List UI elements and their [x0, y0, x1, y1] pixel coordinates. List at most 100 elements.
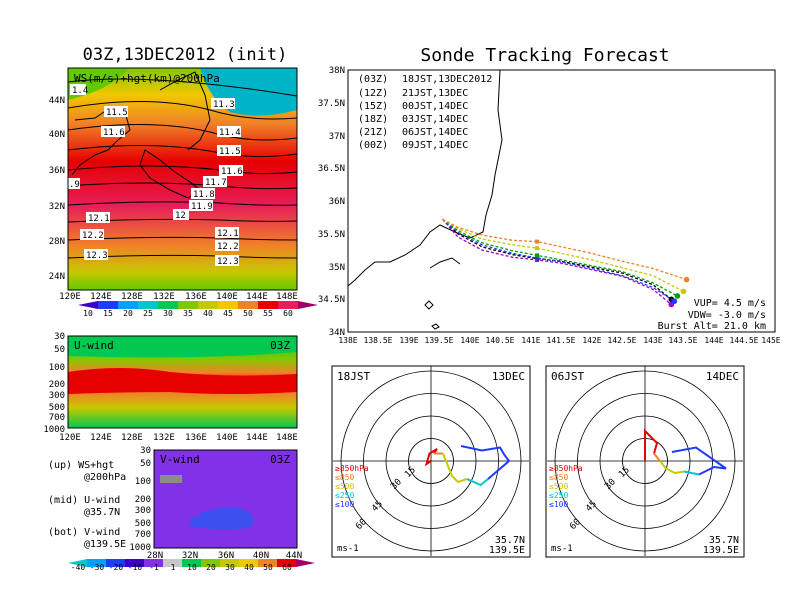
upper-map: 1.4 11.3 11.5 11.4 11.6 11.5 11.6 11.7 .…	[49, 67, 298, 302]
lat-label: 35N	[329, 263, 345, 273]
lon-label: 139.5E	[425, 336, 454, 345]
pressure-label: 50	[54, 345, 65, 355]
launch-utc: (03Z)	[358, 74, 388, 85]
hodograph-lat: 35.7N	[495, 535, 525, 546]
colorbar-tick: 15	[103, 309, 113, 318]
launch-utc: (15Z)	[358, 101, 388, 112]
pressure-label: 30	[54, 332, 65, 342]
contour-label: .9	[69, 180, 80, 190]
lat-label: 32N	[182, 551, 198, 561]
note-line: @35.7N	[84, 507, 120, 518]
lon-label: 141E	[521, 336, 540, 345]
landing-point	[683, 276, 690, 283]
note-line: (up) WS+hgt	[48, 460, 114, 471]
lon-label: 140E	[460, 336, 479, 345]
lon-label: 148E	[276, 433, 298, 443]
right-title: Sonde Tracking Forecast	[420, 45, 669, 66]
hodograph-segment	[653, 452, 661, 462]
colorbar-swatch	[258, 559, 277, 567]
contour-label: 12.2	[82, 231, 104, 241]
colorbar-tick: 55	[263, 309, 273, 318]
lat-label: 36N	[218, 551, 234, 561]
hodograph-segment	[424, 448, 438, 467]
hodograph-segment	[671, 446, 727, 476]
burst-point	[535, 246, 540, 251]
lat-label: 44N	[49, 96, 65, 106]
hodograph-time: 18JST	[337, 370, 370, 383]
launch-utc: (18Z)	[358, 114, 388, 125]
hodograph-date: 13DEC	[492, 370, 525, 383]
v-wind-label: V-wind	[160, 453, 200, 466]
contour-label: 11.9	[191, 202, 213, 212]
colorbar-swatch	[68, 559, 87, 567]
hodograph-segment	[659, 460, 685, 475]
upper-map-frame	[67, 67, 298, 291]
colorbar-tick: 25	[143, 309, 153, 318]
note-line: (mid) U-wind	[48, 495, 120, 506]
lon-label: 144E	[704, 336, 723, 345]
hodograph-segment	[644, 428, 659, 461]
lat-label: 37.5N	[318, 99, 345, 109]
lat-label: 38N	[329, 66, 345, 76]
height-contours	[67, 78, 298, 259]
lat-label: 24N	[49, 272, 65, 282]
colorbar-swatch	[144, 559, 163, 567]
lat-label: 40N	[253, 551, 269, 561]
launch-local: 03JST,14DEC	[402, 114, 468, 125]
lon-label: 143E	[643, 336, 662, 345]
launch-local: 00JST,14DEC	[402, 101, 468, 112]
level-legend: ≤250	[335, 491, 354, 500]
colorbar-swatch	[98, 301, 118, 309]
v-wind-field	[154, 450, 297, 548]
level-legend: ≤100	[335, 500, 354, 509]
trajectory-line	[442, 218, 678, 297]
level-legend: ≤250	[549, 491, 568, 500]
lon-label: 142.5E	[608, 336, 637, 345]
level-legend: ≤100	[549, 500, 568, 509]
lon-label: 148E	[276, 292, 298, 302]
left-title: 03Z,13DEC2012 (init)	[83, 45, 288, 65]
colorbar-tick: -30	[90, 563, 105, 572]
contour-label: 12.1	[88, 214, 110, 224]
level-legend: ≤500	[549, 482, 568, 491]
trajectory-line	[442, 218, 684, 292]
contour-label: 12.2	[217, 242, 239, 252]
colorbar-swatch	[178, 301, 198, 309]
upper-map-label: WS(m/s)+hgt(km)@200hPa	[74, 72, 220, 85]
colorbar-swatch	[163, 559, 182, 567]
colorbar-swatch	[298, 301, 318, 309]
launch-utc: (00Z)	[358, 140, 388, 151]
launch-local: 21JST,13DEC	[402, 88, 468, 99]
colorbar-tick: 50	[263, 563, 273, 572]
pressure-label: 300	[135, 506, 151, 516]
lon-label: 120E	[59, 433, 81, 443]
pressure-label: 1000	[129, 543, 151, 553]
island	[424, 300, 434, 310]
lon-label: 140E	[216, 292, 238, 302]
hodograph-date: 14DEC	[706, 370, 739, 383]
lon-label: 128E	[121, 433, 143, 443]
pressure-label: 100	[135, 477, 151, 487]
contour-label: 12.1	[217, 229, 239, 239]
contour-label: 11.3	[213, 100, 235, 110]
pressure-label: 200	[135, 495, 151, 505]
sonde-params: VUP= 4.5 m/s VDW= -3.0 m/s Burst Alt= 21…	[658, 298, 766, 332]
colorbar-swatch	[118, 301, 138, 309]
coastline-russia	[159, 71, 211, 151]
u-wind-upper-band	[68, 336, 297, 358]
colorbar-swatch	[198, 301, 218, 309]
panel-notes: (up) WS+hgt @200hPa (mid) U-wind @35.7N …	[48, 460, 126, 550]
colorbar-swatch	[201, 559, 220, 567]
note-line: @200hPa	[84, 472, 126, 483]
colorbar-swatch	[278, 301, 298, 309]
contour-label: 11.4	[219, 128, 241, 138]
colorbar-tick: 20	[206, 563, 216, 572]
colorbar-tick: 50	[243, 309, 253, 318]
level-legend: ≤850	[549, 473, 568, 482]
colorbar-tick: -20	[109, 563, 124, 572]
lon-label: 136E	[185, 292, 207, 302]
hodograph-segment	[460, 445, 511, 480]
coastline-izu	[429, 257, 461, 269]
lon-label: 132E	[153, 292, 175, 302]
colorbar-tick: 40	[203, 309, 213, 318]
